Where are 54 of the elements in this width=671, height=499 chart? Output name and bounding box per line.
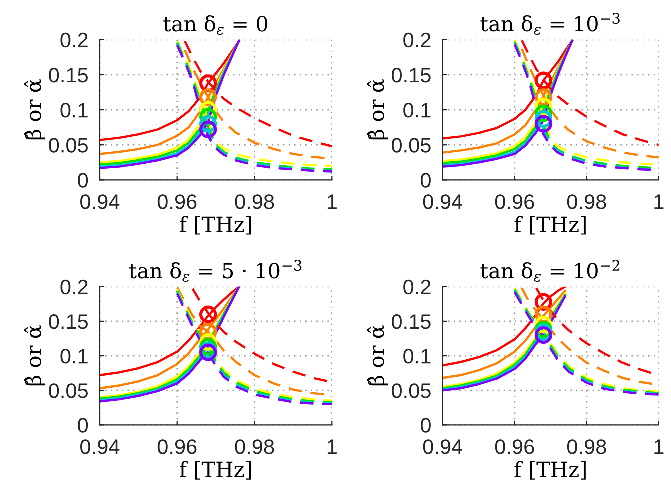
point xyxy=(534,115,552,133)
x-tick-label: 1 xyxy=(328,194,337,210)
chart-title: tan δ$_{ε}$ = 0 xyxy=(164,16,268,36)
x-tick-label: 0.98 xyxy=(235,194,274,210)
x-tick-label: 0.94 xyxy=(423,440,463,454)
point xyxy=(534,72,552,90)
point xyxy=(200,306,218,324)
x-tick-label: 0.96 xyxy=(158,440,197,454)
x-tick-label: 0.94 xyxy=(80,440,120,454)
y-axis-title: β̂ or α̂ xyxy=(24,326,46,386)
x-axis-title: f [THz] xyxy=(180,461,252,480)
y-tick-label: 0.2 xyxy=(404,32,431,48)
y-tick-label: 0.1 xyxy=(404,349,431,364)
y-tick-label: 0.2 xyxy=(60,280,88,295)
y-tick-label: 0.15 xyxy=(49,68,88,83)
y-tick-label: 0.1 xyxy=(404,103,431,118)
y-tick-label: 0.15 xyxy=(392,314,431,330)
y-tick-label: 0.05 xyxy=(49,384,88,398)
y-tick-label: 0.1 xyxy=(60,103,88,118)
chart-title: tan δ$_{ε}$ = 5 · 10$^{−3}$ xyxy=(129,260,302,282)
point xyxy=(534,326,552,344)
x-tick-label: 0.98 xyxy=(567,440,606,454)
x-tick-label: 0.96 xyxy=(495,440,534,454)
x-axis-title: f [THz] xyxy=(514,216,586,235)
y-axis-title: β̂ or α̂ xyxy=(24,80,46,140)
y-tick-label: 0 xyxy=(78,418,88,433)
y-tick-label: 0 xyxy=(78,173,88,188)
y-tick-label: 0.15 xyxy=(392,68,431,83)
y-tick-label: 0.05 xyxy=(49,138,88,153)
x-axis-title: f [THz] xyxy=(514,461,586,480)
chart-title: tan δ$_{ε}$ = 10$^{−3}$ xyxy=(480,13,620,35)
y-axis-title: β̂ or α̂ xyxy=(367,80,388,140)
x-tick-label: 0.94 xyxy=(423,194,463,210)
point xyxy=(200,120,218,138)
x-tick-label: 0.98 xyxy=(235,440,274,454)
y-tick-label: 0.2 xyxy=(60,32,88,48)
line-series xyxy=(442,286,566,367)
y-tick-label: 0 xyxy=(420,173,431,188)
y-tick-label: 0.05 xyxy=(392,138,431,153)
x-axis-title: f [THz] xyxy=(180,216,252,235)
x-tick-label: 1 xyxy=(654,440,664,454)
y-tick-label: 0.05 xyxy=(392,384,431,398)
x-tick-label: 0.96 xyxy=(495,194,534,210)
y-axis-title: β̂ or α̂ xyxy=(367,326,388,386)
y-tick-label: 0.2 xyxy=(404,280,431,295)
y-tick-label: 0.15 xyxy=(49,314,88,330)
x-tick-label: 0.96 xyxy=(158,194,197,210)
x-tick-label: 1 xyxy=(328,440,337,454)
y-tick-label: 0.1 xyxy=(60,349,88,364)
y-tick-label: 0 xyxy=(420,418,431,433)
x-tick-label: 1 xyxy=(654,194,664,210)
x-tick-label: 0.98 xyxy=(567,194,606,210)
x-tick-label: 0.94 xyxy=(80,194,120,210)
chart-title: tan δ$_{ε}$ = 10$^{−2}$ xyxy=(480,260,620,282)
